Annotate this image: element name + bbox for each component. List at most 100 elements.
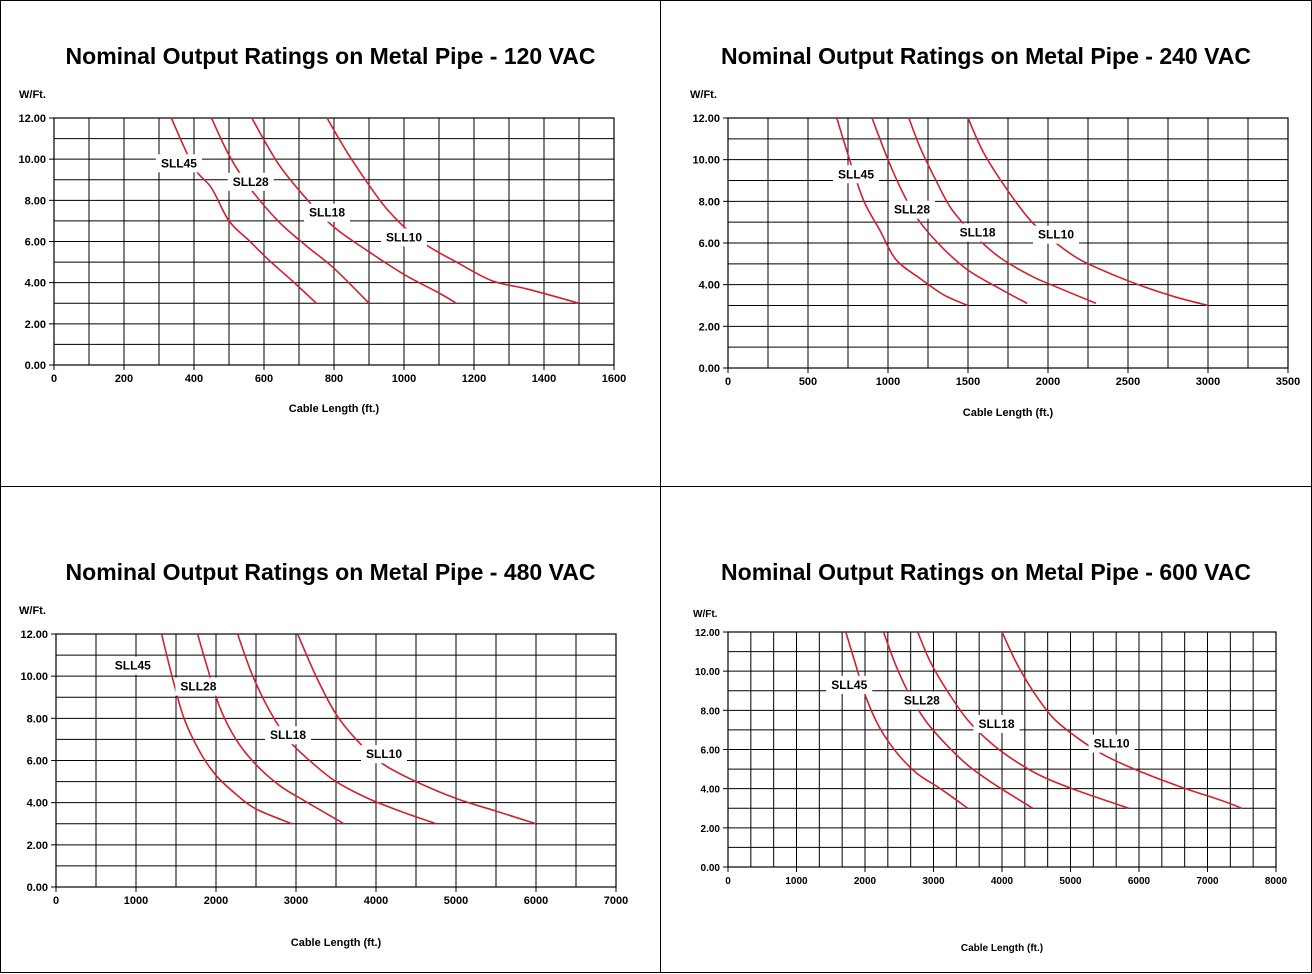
x-tick-label: 2000: [854, 876, 877, 887]
chart-plot: 0 1000 2000 3000 4000 5000 6000 7000 0.00 2.00 4.0…: [20, 629, 628, 907]
series-label-sll18: SLL18: [960, 226, 996, 240]
y-tick-label: 6.00: [27, 756, 48, 768]
y-tick-label: 0.00: [27, 882, 48, 894]
series-label-sll18: SLL18: [309, 206, 345, 220]
x-tick-label: 1000: [124, 895, 148, 907]
series-label-box: [155, 154, 202, 173]
y-tick-label: 4.00: [699, 280, 720, 292]
series-label-sll45: SLL45: [161, 156, 197, 170]
y-tick-label: 8.00: [27, 713, 48, 725]
y-tick-label: 8.00: [701, 706, 721, 717]
series-label-sll10: SLL10: [366, 747, 402, 761]
series-label-box: [304, 203, 350, 222]
series-label-sll28: SLL28: [904, 694, 940, 708]
grid: [727, 117, 1289, 369]
x-tick-label: 2000: [1036, 376, 1060, 388]
series-label-box: [826, 675, 873, 694]
series-label-sll10: SLL10: [1038, 228, 1074, 242]
series-line-sll45: [160, 633, 293, 825]
series-label-sll45: SLL45: [115, 659, 151, 673]
x-tick-label: 500: [799, 376, 817, 388]
series-label-box: [833, 165, 879, 184]
x-tick-label: 0: [725, 876, 731, 887]
chart-panel-600vac: Nominal Output Ratings on Metal Pipe - 6…: [660, 486, 1312, 973]
series-label-box: [1088, 734, 1135, 753]
y-tick-label: 12.00: [20, 629, 48, 641]
x-tick-label: 4000: [364, 895, 388, 907]
series-line-sll10: [967, 117, 1209, 307]
series-line-sll45: [170, 117, 318, 304]
x-axis-label: Cable Length (ft.): [288, 403, 380, 415]
series-line-sll10: [326, 117, 580, 305]
x-tick-label: 5000: [1059, 876, 1082, 887]
x-tick-label: 0: [51, 373, 57, 385]
chart-panel-240vac: Nominal Output Ratings on Metal Pipe - 2…: [660, 0, 1312, 487]
series-line-sll45: [836, 117, 969, 307]
x-tick-label: 1000: [876, 376, 900, 388]
series-line-sll18: [236, 633, 437, 825]
chart-title: Nominal Output Ratings on Metal Pipe - 2…: [721, 43, 1251, 69]
series-label-sll45: SLL45: [831, 678, 867, 692]
y-tick-label: 6.00: [701, 746, 721, 757]
series-label-sll28: SLL28: [894, 203, 930, 217]
series-label-box: [361, 745, 407, 764]
series-label-box: [898, 691, 945, 710]
y-tick-label: 10.00: [18, 154, 46, 166]
y-axis-label: W/Ft.: [690, 89, 717, 101]
x-axis-label: Cable Length (ft.): [962, 407, 1054, 419]
y-tick-label: 2.00: [27, 840, 48, 852]
series-label-sll10: SLL10: [1094, 737, 1130, 751]
y-tick-label: 8.00: [699, 196, 720, 208]
x-tick-label: 1500: [956, 376, 980, 388]
series-label-box: [227, 172, 274, 191]
x-tick-label: 800: [325, 373, 343, 385]
x-axis-label: Cable Length (ft.): [290, 937, 382, 949]
series-label-sll10: SLL10: [386, 230, 422, 244]
x-tick-label: 1200: [462, 373, 486, 385]
y-tick-label: 2.00: [699, 321, 720, 333]
x-tick-label: 3000: [284, 895, 308, 907]
series-label-box: [889, 200, 935, 219]
x-tick-label: 4000: [991, 876, 1014, 887]
x-tick-label: 7000: [604, 895, 628, 907]
x-tick-label: 600: [255, 373, 273, 385]
series-label-sll18: SLL18: [979, 717, 1015, 731]
chart-panel-120vac: Nominal Output Ratings on Metal Pipe - 1…: [0, 0, 661, 487]
x-tick-label: 1000: [785, 876, 808, 887]
y-axis-label: W/Ft.: [693, 609, 718, 620]
series-label-sll28: SLL28: [233, 175, 269, 189]
series-line-sll18: [908, 117, 1097, 305]
chart-plot: 0 1000 2000 3000 4000 5000 6000 7000 8000 0.00 2.0…: [695, 628, 1288, 887]
series-label-box: [954, 223, 1001, 242]
x-tick-label: 6000: [524, 895, 548, 907]
y-tick-label: 4.00: [27, 798, 48, 810]
y-axis-label: W/Ft.: [19, 605, 46, 617]
x-tick-label: 3000: [922, 876, 945, 887]
series-line-sll45: [845, 631, 969, 809]
series-line-sll28: [882, 631, 1034, 809]
series-line-sll18: [251, 117, 457, 304]
y-tick-label: 12.00: [18, 113, 46, 125]
y-tick-label: 0.00: [699, 363, 720, 375]
x-tick-label: 1400: [532, 373, 556, 385]
series-line-sll28: [196, 633, 345, 825]
series-line-sll28: [210, 117, 370, 304]
y-tick-label: 10.00: [692, 155, 720, 167]
grid: [55, 633, 617, 888]
series-line-sll18: [916, 631, 1129, 810]
y-tick-label: 8.00: [25, 195, 46, 207]
series-label-sll18: SLL18: [270, 728, 306, 742]
chart-title: Nominal Output Ratings on Metal Pipe - 6…: [721, 559, 1251, 585]
y-tick-label: 10.00: [20, 671, 48, 683]
y-tick-label: 12.00: [695, 628, 720, 639]
chart-title: Nominal Output Ratings on Metal Pipe - 1…: [65, 43, 596, 69]
x-tick-label: 1600: [602, 373, 626, 385]
x-tick-label: 7000: [1196, 876, 1219, 887]
x-tick-label: 400: [185, 373, 203, 385]
series-line-sll10: [296, 633, 537, 825]
x-tick-label: 2500: [1116, 376, 1140, 388]
y-axis-label: W/Ft.: [19, 89, 46, 101]
y-tick-label: 10.00: [695, 667, 720, 678]
series-line-sll28: [871, 117, 1028, 305]
x-tick-label: 2000: [204, 895, 228, 907]
